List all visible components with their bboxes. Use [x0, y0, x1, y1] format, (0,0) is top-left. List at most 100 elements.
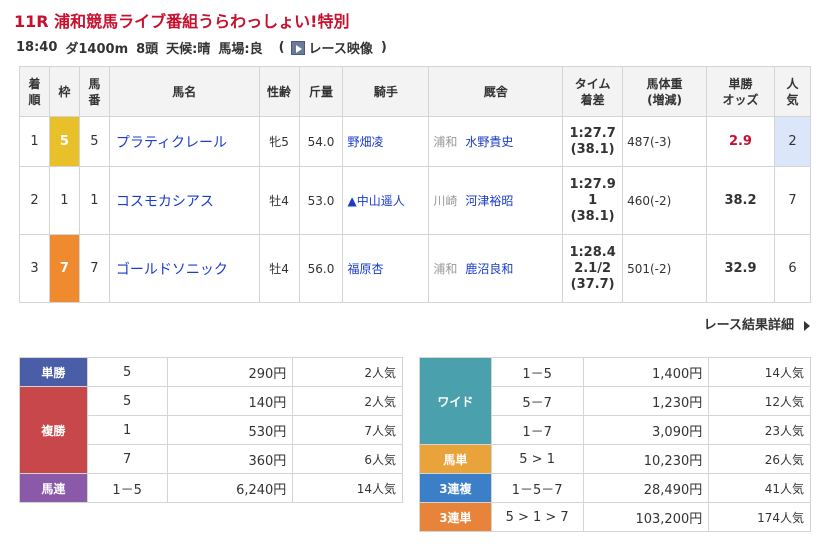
header-rank: 着順	[19, 66, 50, 117]
label-fukusho: 複勝	[19, 386, 88, 474]
number-cell: 5	[78, 116, 110, 167]
payout-comb: 5	[86, 386, 168, 416]
payout-row-wide: 5－7 1,230円 12人気	[420, 386, 811, 416]
race-detail-label: レース結果詳細	[703, 318, 794, 333]
rank-cell: 2	[19, 166, 50, 235]
label-wide: ワイド	[419, 357, 492, 445]
results-header: 着順 枠 馬番 馬名 性齢 斤量 騎手 厩舎 タイム 着差 馬体重 (増減) 単勝オ…	[19, 66, 812, 117]
race-title: 11R 浦和競馬ライブ番組うらわっしょい!特別	[14, 12, 350, 31]
payout-pop: 2人気	[292, 386, 403, 416]
race-detail-link[interactable]: レース結果詳細	[704, 314, 810, 333]
payout-comb: 5 > 1 > 7	[490, 502, 584, 532]
payout-amount: 28,490円	[582, 473, 710, 503]
popularity-cell: 7	[773, 166, 812, 235]
payout-comb: 1－5	[86, 473, 168, 503]
weight-cell: 53.0	[298, 166, 344, 235]
header-bodyweight: 馬体重 (増減)	[622, 66, 708, 117]
header-weight: 斤量	[298, 66, 344, 117]
header-stable: 厩舎	[428, 66, 564, 117]
table-row: 1 5 5 プラティクレール 牝5 54.0 野畑凌 浦和 水野貴史 1:27.7…	[19, 116, 812, 167]
payout-amount: 530円	[166, 415, 294, 445]
time-cell: 1:27.7 (38.1)	[562, 116, 624, 167]
payout-amount: 1,230円	[582, 386, 710, 416]
label-umatan: 馬単	[419, 444, 492, 474]
payout-pop: 6人気	[292, 444, 403, 474]
popularity-cell: 6	[773, 234, 812, 303]
weight-cell: 56.0	[298, 234, 344, 303]
table-row: 3 7 7 ゴールドソニック 牡4 56.0 福原杏 浦和 鹿沼良和 1:28.4…	[19, 234, 812, 303]
payout-pop: 7人気	[292, 415, 403, 445]
payout-row-tansho: 単勝 5 290円 2人気	[19, 357, 403, 387]
payout-row-umaren: 馬連 1－5 6,240円 14人気	[19, 473, 403, 503]
number-cell: 1	[78, 166, 110, 235]
horse-name-link[interactable]: プラティクレール	[108, 116, 260, 167]
waku-cell: 1	[48, 166, 80, 235]
payout-comb: 5 > 1	[490, 444, 584, 474]
popularity-cell: 2	[773, 116, 812, 167]
payout-comb: 1－7	[490, 415, 584, 445]
odds-cell: 32.9	[706, 234, 775, 303]
payout-row-sanrenpuku: 3連複 1－5－7 28,490円 41人気	[419, 473, 811, 503]
time-cell: 1:27.9 1 (38.1)	[562, 166, 624, 235]
results-table: 着順 枠 馬番 馬名 性齢 斤量 騎手 厩舎 タイム 着差 馬体重 (増減) 単勝オ…	[19, 66, 812, 303]
bodyweight-cell: 487(-3)	[622, 116, 708, 167]
payout-amount: 140円	[166, 386, 294, 416]
rank-cell: 1	[19, 116, 50, 167]
payout-comb: 1－5－7	[490, 473, 584, 503]
payout-amount: 10,230円	[582, 444, 710, 474]
waku-cell: 7	[48, 234, 80, 303]
weight-cell: 54.0	[298, 116, 344, 167]
race-heads: 8頭	[136, 42, 159, 57]
label-umaren: 馬連	[19, 473, 88, 503]
stable-cell: 浦和 水野貴史	[428, 116, 564, 167]
video-icon[interactable]	[290, 40, 305, 55]
sexage-cell: 牡4	[258, 234, 300, 303]
payout-row-wide: 1－7 3,090円 23人気	[420, 415, 811, 445]
race-weather: 天候:晴	[166, 42, 211, 57]
payout-pop: 14人気	[292, 473, 403, 503]
odds-cell: 38.2	[706, 166, 775, 235]
rank-cell: 3	[19, 234, 50, 303]
label-sanrentan: 3連単	[419, 502, 492, 532]
trainer-link[interactable]: 河津裕昭	[465, 194, 514, 208]
trainer-link[interactable]: 鹿沼良和	[465, 262, 514, 276]
payout-comb: 1	[86, 415, 168, 445]
time-cell: 1:28.4 2.1/2 (37.7)	[562, 234, 624, 303]
trainer-link[interactable]: 水野貴史	[465, 135, 514, 149]
payout-amount: 103,200円	[582, 502, 710, 532]
race-track: 馬場:良	[218, 42, 263, 57]
payout-amount: 360円	[166, 444, 294, 474]
horse-name-link[interactable]: コスモカシアス	[108, 166, 260, 235]
header-name: 馬名	[108, 66, 260, 117]
horse-name-link[interactable]: ゴールドソニック	[108, 234, 260, 303]
sexage-cell: 牝5	[258, 116, 300, 167]
payout-row-wide: ワイド 1－5 1,400円 14人気	[419, 357, 811, 445]
payout-row-fukusho: 複勝 5 140円 2人気	[19, 386, 403, 474]
payout-table-left: 単勝 5 290円 2人気 複勝 5 140円 2人気 1 530円 7人気 7…	[19, 357, 403, 503]
video-link[interactable]: レース映像	[308, 42, 373, 57]
payout-amount: 1,400円	[582, 357, 710, 387]
waku-cell: 5	[48, 116, 80, 167]
odds-cell: 2.9	[706, 116, 775, 167]
jockey-link[interactable]: 福原杏	[342, 234, 430, 303]
payout-amount: 6,240円	[166, 473, 294, 503]
payout-pop: 174人気	[708, 502, 811, 532]
payout-pop: 14人気	[708, 357, 811, 387]
label-sanrenpuku: 3連複	[419, 473, 492, 503]
header-waku: 枠	[48, 66, 80, 117]
jockey-link[interactable]: 野畑凌	[342, 116, 430, 167]
payout-amount: 3,090円	[582, 415, 710, 445]
payout-pop: 12人気	[708, 386, 811, 416]
header-time: タイム 着差	[562, 66, 624, 117]
label-tansho: 単勝	[19, 357, 88, 387]
chevron-right-icon	[804, 320, 810, 331]
race-info: 18:40 ダ1400m 8頭 天候:晴 馬場:良 ( レース映像 )	[16, 38, 387, 57]
stable-cell: 浦和 鹿沼良和	[428, 234, 564, 303]
payout-comb: 5	[86, 357, 168, 387]
payout-comb: 7	[86, 444, 168, 474]
payout-table-right: ワイド 1－5 1,400円 14人気 5－7 1,230円 12人気 1－7 …	[419, 357, 811, 532]
payout-pop: 23人気	[708, 415, 811, 445]
number-cell: 7	[78, 234, 110, 303]
jockey-link[interactable]: ▲中山遥人	[342, 166, 430, 235]
header-number: 馬番	[78, 66, 110, 117]
